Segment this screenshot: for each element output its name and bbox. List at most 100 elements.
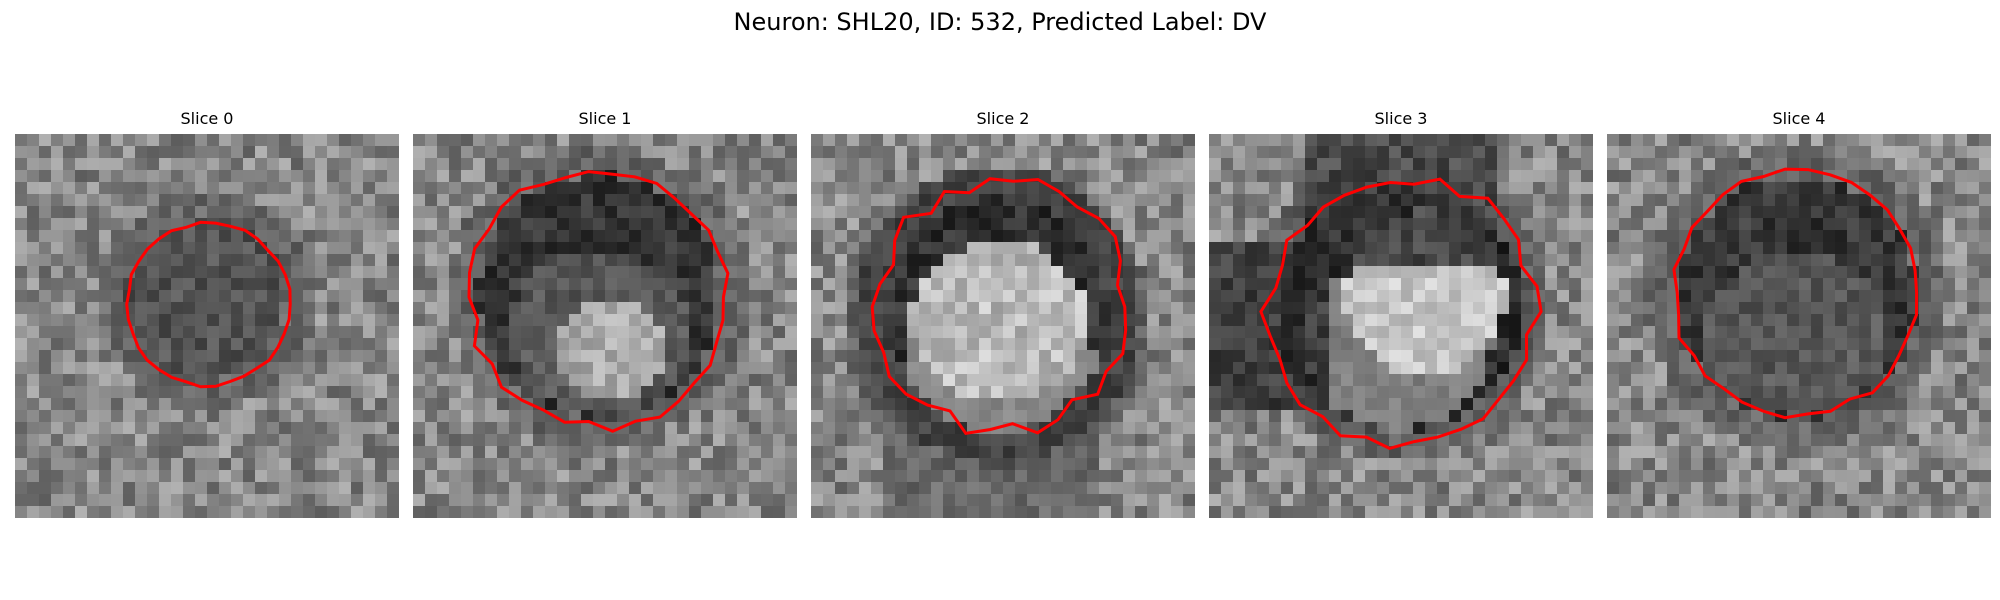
image-pixel <box>1401 470 1413 482</box>
image-pixel <box>1063 206 1075 218</box>
image-pixel <box>27 242 39 254</box>
image-pixel <box>823 446 835 458</box>
image-pixel <box>907 158 919 170</box>
image-pixel <box>485 158 497 170</box>
image-pixel <box>1619 290 1631 302</box>
image-pixel <box>1449 350 1461 362</box>
image-pixel <box>737 494 749 506</box>
image-pixel <box>183 434 195 446</box>
image-pixel <box>231 446 243 458</box>
image-pixel <box>87 302 99 314</box>
image-pixel <box>339 218 351 230</box>
image-pixel <box>1619 194 1631 206</box>
image-pixel <box>123 254 135 266</box>
image-pixel <box>1183 242 1195 254</box>
image-pixel <box>171 266 183 278</box>
image-pixel <box>123 494 135 506</box>
image-pixel <box>641 242 653 254</box>
image-pixel <box>569 242 581 254</box>
image-pixel <box>159 374 171 386</box>
image-pixel <box>219 326 231 338</box>
image-pixel <box>413 146 425 158</box>
image-pixel <box>123 446 135 458</box>
image-pixel <box>1533 362 1545 374</box>
image-pixel <box>871 362 883 374</box>
image-pixel <box>737 230 749 242</box>
image-pixel <box>1183 494 1195 506</box>
image-pixel <box>1015 398 1027 410</box>
image-pixel <box>1521 302 1533 314</box>
image-pixel <box>1607 242 1619 254</box>
image-pixel <box>785 326 797 338</box>
image-pixel <box>725 314 737 326</box>
image-pixel <box>1835 182 1847 194</box>
image-pixel <box>303 338 315 350</box>
image-pixel <box>1329 458 1341 470</box>
image-pixel <box>87 338 99 350</box>
image-pixel <box>449 386 461 398</box>
image-pixel <box>1015 386 1027 398</box>
image-pixel <box>1581 482 1593 494</box>
image-pixel <box>931 446 943 458</box>
image-pixel <box>351 194 363 206</box>
image-pixel <box>1497 398 1509 410</box>
image-pixel <box>593 446 605 458</box>
image-pixel <box>1039 458 1051 470</box>
image-pixel <box>1631 146 1643 158</box>
image-pixel <box>171 338 183 350</box>
image-pixel <box>1051 230 1063 242</box>
image-pixel <box>737 362 749 374</box>
image-pixel <box>653 470 665 482</box>
image-pixel <box>859 134 871 146</box>
image-pixel <box>557 194 569 206</box>
image-pixel <box>1015 266 1027 278</box>
image-pixel <box>1919 218 1931 230</box>
image-pixel <box>27 230 39 242</box>
image-pixel <box>1763 398 1775 410</box>
image-pixel <box>243 386 255 398</box>
image-pixel <box>1667 182 1679 194</box>
image-pixel <box>1087 350 1099 362</box>
image-pixel <box>557 470 569 482</box>
image-pixel <box>1015 338 1027 350</box>
image-pixel <box>425 194 437 206</box>
image-pixel <box>1171 218 1183 230</box>
image-pixel <box>509 434 521 446</box>
image-pixel <box>1679 458 1691 470</box>
image-pixel <box>1147 158 1159 170</box>
image-pixel <box>1943 206 1955 218</box>
image-pixel <box>363 434 375 446</box>
image-pixel <box>183 506 195 518</box>
image-pixel <box>1509 338 1521 350</box>
image-pixel <box>1859 374 1871 386</box>
image-pixel <box>1171 266 1183 278</box>
image-pixel <box>677 506 689 518</box>
image-pixel <box>1895 314 1907 326</box>
image-pixel <box>1943 134 1955 146</box>
image-pixel <box>1581 266 1593 278</box>
image-pixel <box>449 206 461 218</box>
image-pixel <box>27 386 39 398</box>
image-pixel <box>701 338 713 350</box>
image-pixel <box>883 338 895 350</box>
image-pixel <box>1607 290 1619 302</box>
image-pixel <box>1209 266 1221 278</box>
image-pixel <box>1183 278 1195 290</box>
slice-image-2 <box>811 134 1195 518</box>
image-pixel <box>327 386 339 398</box>
image-pixel <box>761 338 773 350</box>
image-pixel <box>1183 206 1195 218</box>
image-pixel <box>761 386 773 398</box>
image-pixel <box>291 242 303 254</box>
image-pixel <box>267 362 279 374</box>
image-pixel <box>1967 326 1979 338</box>
image-pixel <box>1607 314 1619 326</box>
image-pixel <box>1317 314 1329 326</box>
image-pixel <box>1545 434 1557 446</box>
image-pixel <box>725 506 737 518</box>
image-pixel <box>1147 278 1159 290</box>
image-pixel <box>1305 290 1317 302</box>
image-pixel <box>363 278 375 290</box>
image-pixel <box>761 374 773 386</box>
image-pixel <box>147 218 159 230</box>
